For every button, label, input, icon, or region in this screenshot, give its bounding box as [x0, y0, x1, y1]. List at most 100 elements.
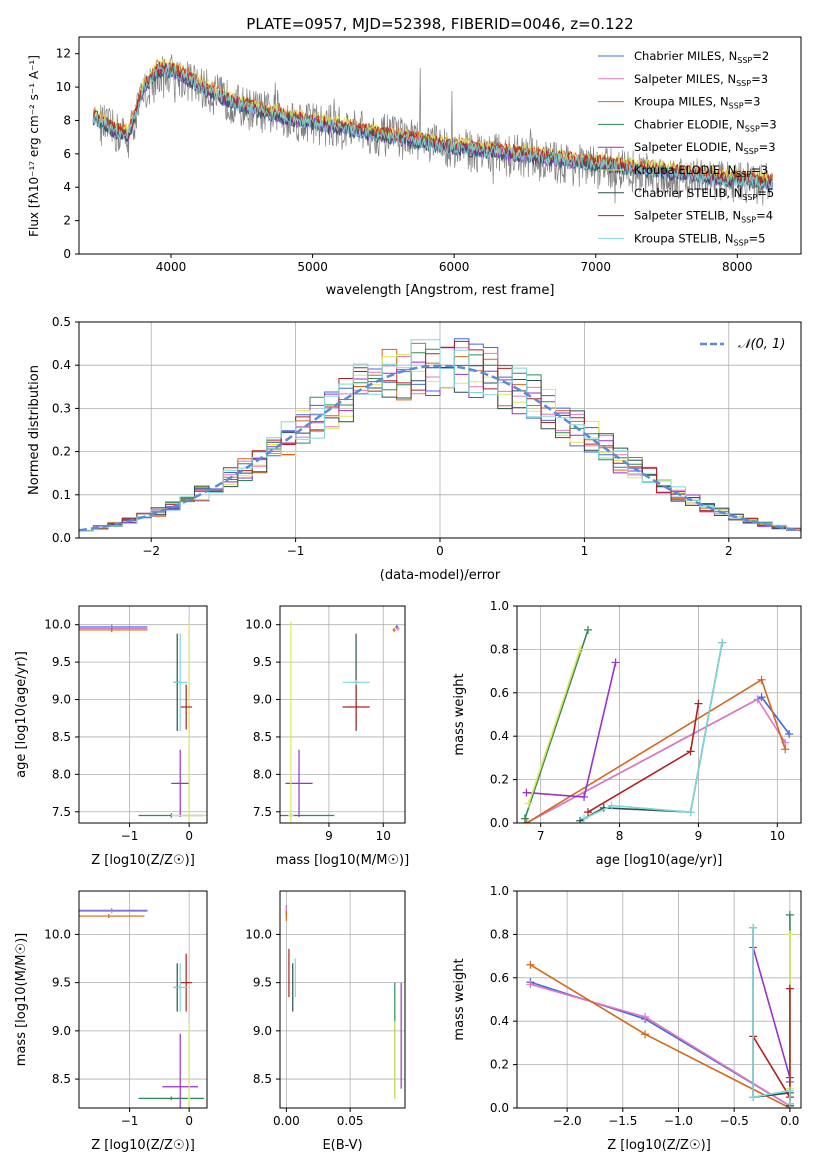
- spectrum-frame: [78, 36, 802, 255]
- mass-weight-marker: [785, 930, 794, 939]
- spectrum-line-group: [92, 54, 774, 206]
- age-vs-z-xlabel: Z [log10(Z/Z☉)]: [91, 853, 195, 868]
- mass-weight-marker: [757, 675, 766, 684]
- mass-vs-z-ytick-label: 8.5: [52, 1072, 71, 1086]
- mass-weight-marker: [580, 814, 589, 823]
- mass-weight-marker: [522, 819, 531, 823]
- mass-vs-z-xlabel: Z [log10(Z/Z☉)]: [91, 1138, 195, 1153]
- normal-reference-legend-label: 𝒩(0, 1): [738, 337, 785, 352]
- legend-label: Kroupa STELIB, NSSP=5: [634, 231, 765, 247]
- mass-weight-vs-z-xlabel: Z [log10(Z/Z☉)]: [607, 1138, 711, 1153]
- mass-weight-vs-z-frame: [516, 890, 802, 1109]
- age-vs-z-frame: [78, 605, 208, 824]
- residual-histogram: [79, 339, 801, 532]
- mass-weight-marker: [718, 638, 727, 647]
- spectrum-ytick-label: 10: [56, 80, 71, 94]
- residuals-ytick-label: 0.4: [52, 358, 71, 372]
- mass-weight-marker: [781, 745, 790, 754]
- mass-vs-z-ytick-label: 9.0: [52, 1024, 71, 1038]
- spectrum-xtick-label: 8000: [722, 260, 753, 274]
- spectrum-lines: [92, 54, 774, 206]
- residuals-xtick-label: −1: [287, 544, 305, 558]
- mass-weight-vs-z-panel: −2.0 −1.5 −1.0 −0.5 0.0 0.0 0.2 0.4 0.6 0.8 1.0 Z […: [452, 884, 802, 1153]
- mass-weight-marker: [584, 808, 592, 817]
- mass-vs-ebv-xlabel: E(B-V): [322, 1138, 362, 1153]
- age-vs-mass-ytick-label: 8.5: [253, 730, 272, 744]
- mass-weight-vs-age-ytick-label: 0.6: [490, 686, 509, 700]
- legend-label: Salpeter STELIB, NSSP=4: [634, 209, 773, 225]
- mass-vs-ebv-xtick-label: 0.00: [273, 1114, 300, 1128]
- mass-weight-vs-z-ylabel: mass weight: [452, 958, 467, 1040]
- mass-vs-ebv-grid: [280, 891, 405, 1108]
- mass-weight-marker: [749, 1093, 758, 1102]
- spectrum-xtick-label: 7000: [580, 260, 611, 274]
- mass-vs-z-ytick-label: 9.5: [52, 976, 71, 990]
- legend-label: Chabrier STELIB, NSSP=5: [634, 186, 774, 202]
- mass-weight-line: [530, 981, 791, 1107]
- mass-weight-vs-age-xlabel: age [log10(age/yr)]: [596, 853, 723, 868]
- mass-weight-vs-age-xtick-label: 7: [537, 829, 545, 843]
- mass-vs-ebv-ytick-label: 9.5: [253, 976, 272, 990]
- mass-weight-vs-age-xtick-label: 10: [770, 829, 785, 843]
- mass-vs-z-xtick-label: 0: [185, 1114, 193, 1128]
- mass-weight-vs-age-xtick-label: 9: [695, 829, 703, 843]
- mass-weight-marker: [753, 695, 762, 704]
- residuals-histograms: [78, 338, 802, 532]
- mass-weight-vs-z-xtick-label: 0.0: [780, 1114, 799, 1128]
- mass-weight-vs-z-ytick-label: 1.0: [490, 884, 509, 898]
- mass-weight-marker: [576, 816, 585, 823]
- mass-weight-vs-age-ytick-label: 0.4: [490, 729, 509, 743]
- age-vs-z-ytick-label: 9.5: [52, 655, 71, 669]
- mass-weight-vs-age-frame: [516, 605, 802, 824]
- residuals-panel: −2 −1 0 1 2 0.0 0.1 0.2 0.3 0.4 0.5 (data-model)/e…: [27, 315, 802, 583]
- residuals-xlabel: (data-model)/error: [380, 568, 501, 583]
- mass-weight-marker: [520, 814, 529, 823]
- residuals-ticks: −2 −1 0 1 2 0.0 0.1 0.2 0.3 0.4 0.5: [52, 315, 733, 558]
- mass-weight-vs-z-ytick-label: 0.0: [490, 1101, 509, 1115]
- mass-weight-marker: [641, 1012, 650, 1021]
- mass-weight-marker: [524, 799, 533, 808]
- mass-weight-line: [752, 927, 791, 1104]
- spectrum-ytick-label: 6: [63, 147, 71, 161]
- residuals-xtick-label: −2: [142, 544, 160, 558]
- age-vs-mass-ytick-label: 8.0: [253, 767, 272, 781]
- age-vs-z-ytick-label: 8.5: [52, 730, 71, 744]
- mass-weight-marker: [785, 910, 794, 919]
- mass-weight-vs-z-ytick-label: 0.8: [490, 927, 509, 941]
- mass-weight-marker: [522, 788, 531, 797]
- mass-weight-marker: [641, 1030, 650, 1039]
- mass-weight-line: [528, 649, 581, 804]
- legend-label: Kroupa ELODIE, NSSP=3: [634, 163, 768, 179]
- mass-vs-ebv-ytick-label: 8.5: [253, 1072, 272, 1086]
- residuals-xtick-label: 2: [725, 544, 733, 558]
- residuals-ylabel: Normed distribution: [27, 365, 42, 495]
- residuals-ytick-label: 0.5: [52, 315, 71, 329]
- mass-weight-vs-age-ytick-label: 0.2: [490, 773, 509, 787]
- mass-weight-vs-z-xtick-label: −2.0: [553, 1114, 582, 1128]
- age-vs-z-marks: [79, 620, 207, 823]
- residuals-ytick-label: 0.0: [52, 531, 71, 545]
- mass-weight-vs-age-ytick-label: 0.0: [490, 816, 509, 830]
- mass-weight-vs-z-ytick-label: 0.6: [490, 971, 509, 985]
- spectrum-ytick-label: 4: [63, 180, 71, 194]
- mass-weight-vs-z-ytick-label: 0.4: [490, 1014, 509, 1028]
- age-vs-mass-xlabel: mass [log10(M/M☉)]: [276, 853, 409, 868]
- residuals-xtick-label: 1: [581, 544, 589, 558]
- mass-weight-marker: [749, 923, 758, 932]
- mass-weight-line: [752, 988, 791, 1101]
- age-vs-mass-frame: [279, 605, 406, 824]
- mass-vs-ebv-xtick-label: 0.05: [337, 1114, 364, 1128]
- normal-reference-curve: [78, 364, 802, 532]
- spectrum-ytick-label: 2: [63, 214, 71, 228]
- mass-weight-marker: [526, 960, 535, 969]
- mass-vs-ebv-frame: [279, 890, 406, 1109]
- mass-weight-vs-age-xtick-label: 8: [616, 829, 624, 843]
- mass-vs-z-marks: [79, 908, 205, 1108]
- spectrum-xlabel: wavelength [Angstrom, rest frame]: [326, 283, 555, 298]
- mass-weight-marker: [694, 699, 703, 708]
- mass-vs-ebv-marks: [285, 905, 402, 1099]
- mass-weight-vs-age-panel: 7 8 9 10 0.0 0.2 0.4 0.6 0.8 1.0 age [log10(age/yr…: [452, 599, 802, 868]
- mass-vs-z-xtick-label: −1: [121, 1114, 139, 1128]
- age-vs-mass-panel: 9 10 7.5 8.0 8.5 9.0 9.5 10.0 mass [log10(M/M☉)]: [245, 605, 409, 868]
- mass-weight-marker: [686, 747, 695, 756]
